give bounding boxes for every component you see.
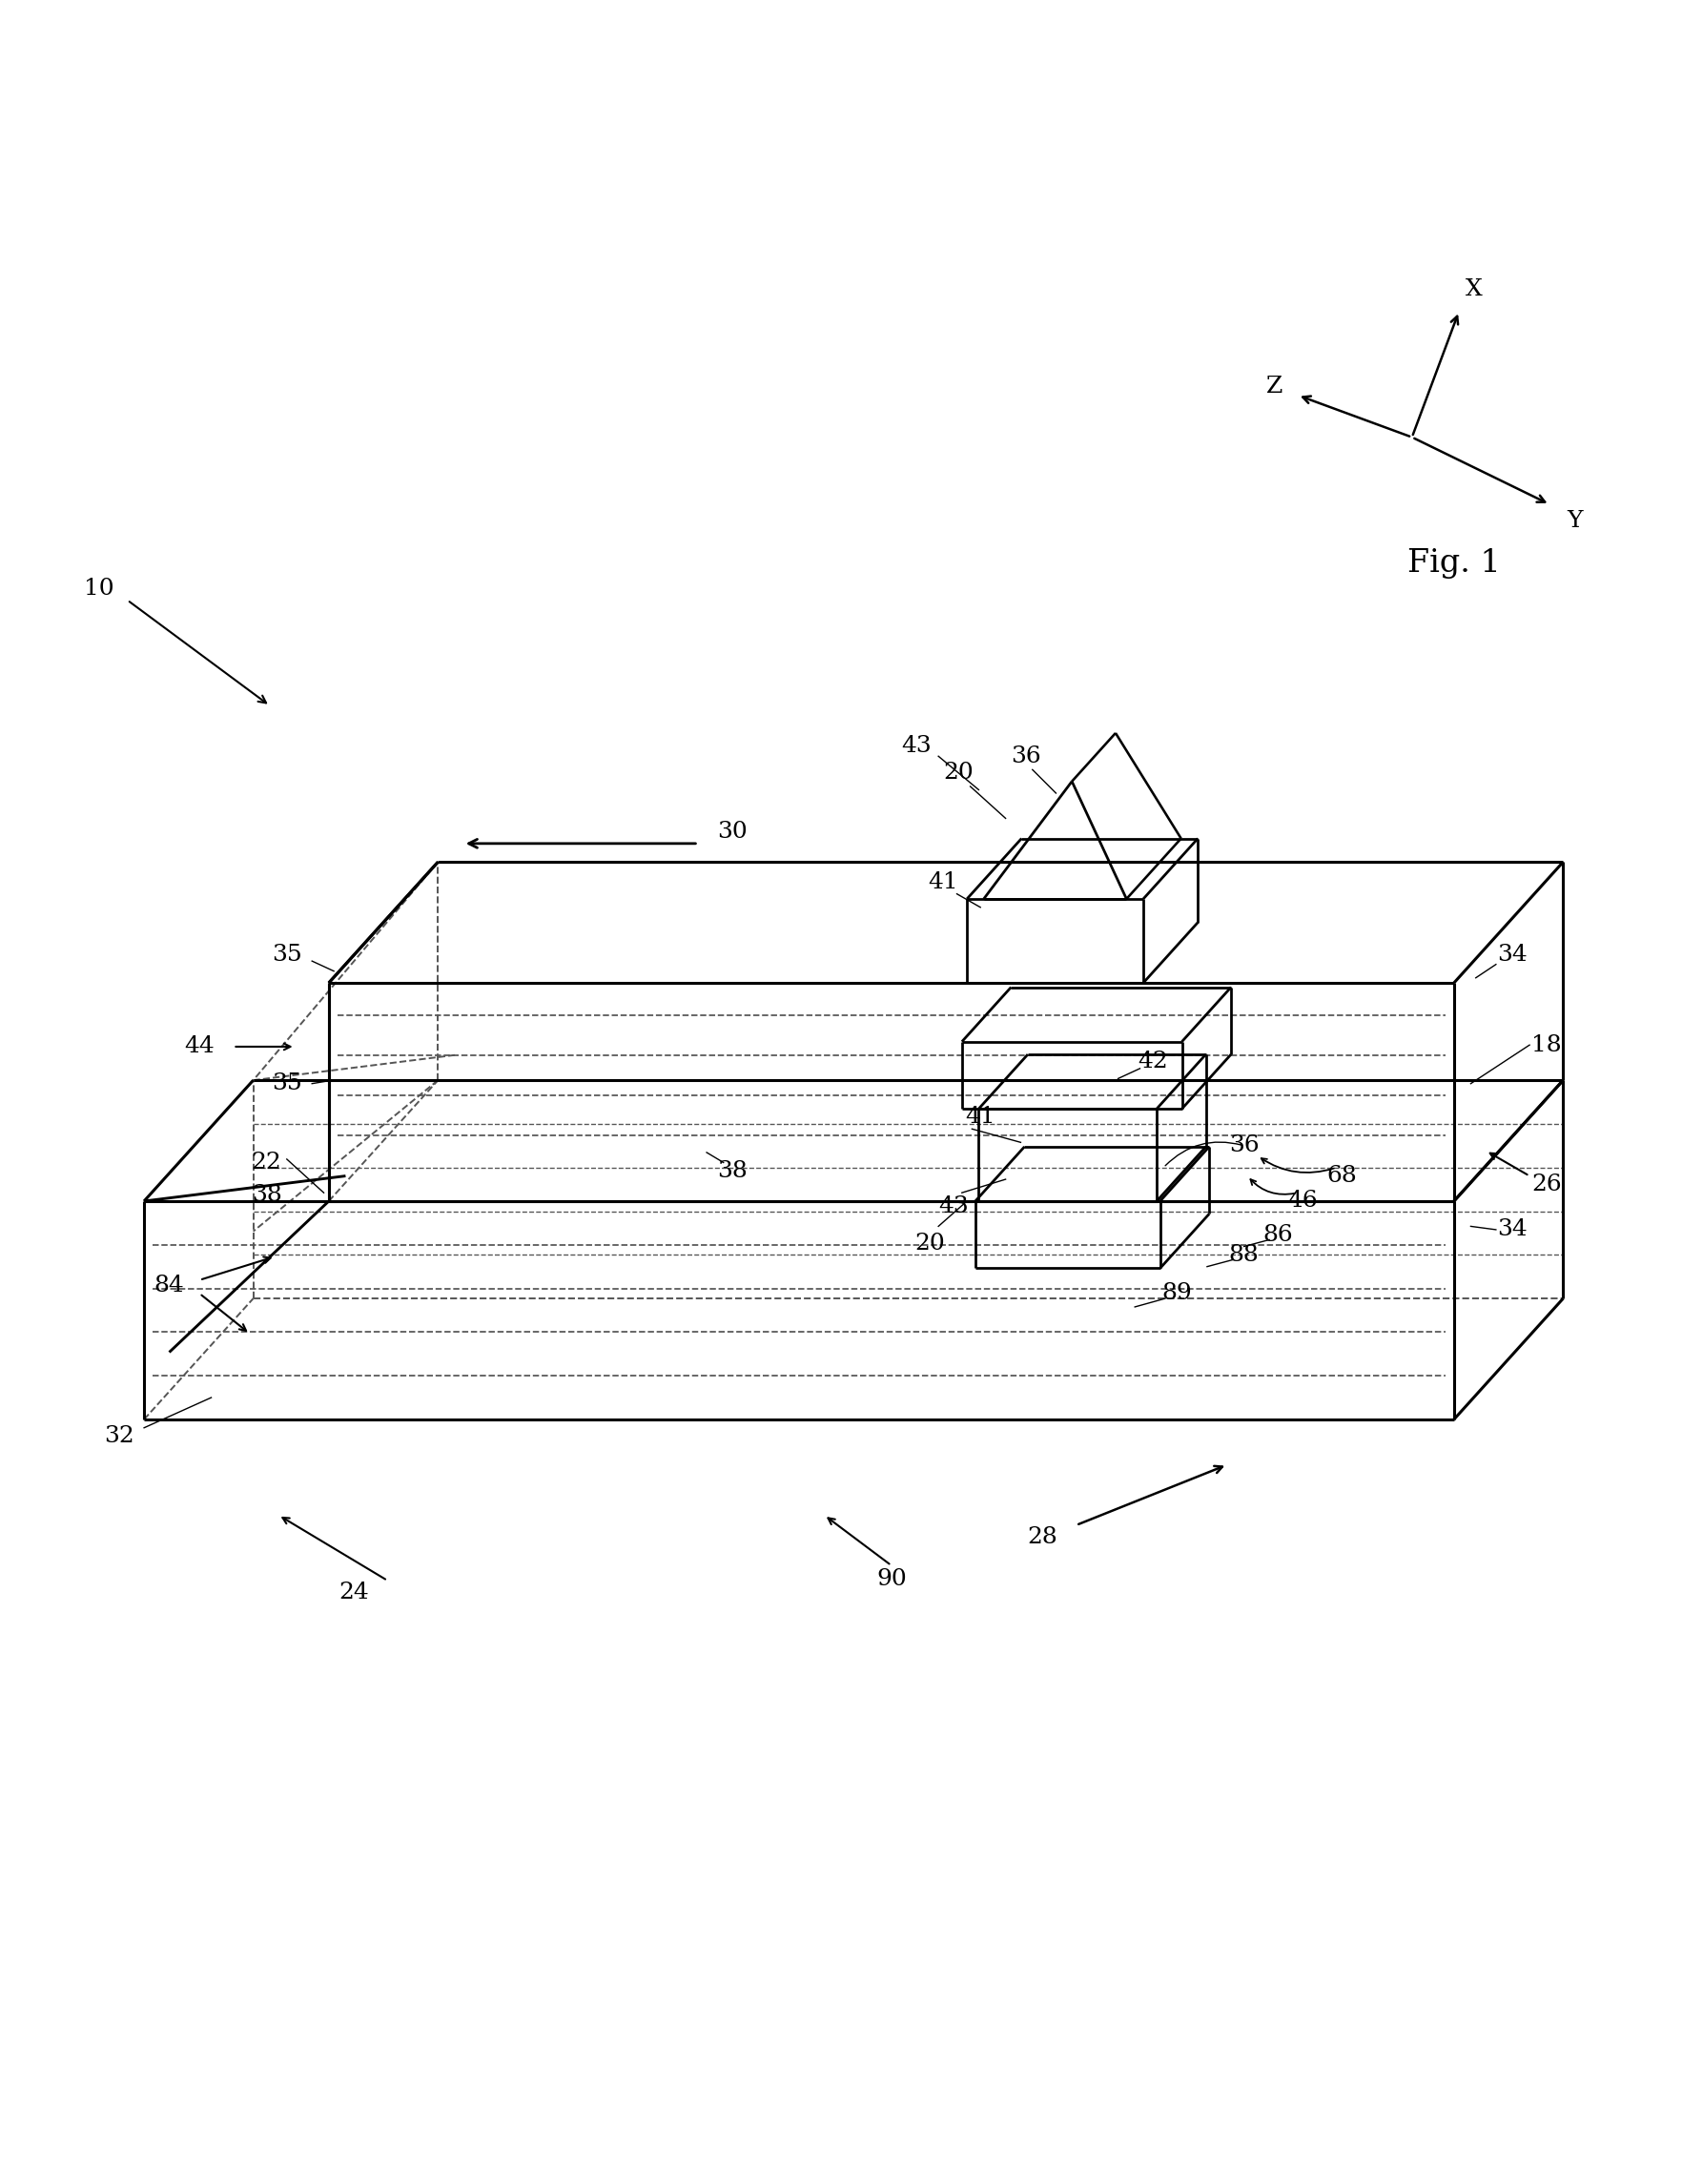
Text: 43: 43 [939, 1195, 969, 1216]
Text: 32: 32 [104, 1426, 135, 1448]
Text: 36: 36 [1011, 745, 1041, 767]
Text: 28: 28 [1028, 1527, 1058, 1548]
Text: 84: 84 [155, 1273, 185, 1295]
Text: 36: 36 [1230, 1136, 1260, 1158]
Text: 34: 34 [1497, 943, 1527, 965]
Text: Z: Z [1267, 376, 1283, 397]
Text: 20: 20 [944, 762, 974, 784]
Text: 35: 35 [272, 1072, 303, 1094]
Text: 34: 34 [1497, 1219, 1527, 1241]
Text: 18: 18 [1531, 1033, 1561, 1055]
Text: 26: 26 [1531, 1173, 1561, 1195]
Text: 46: 46 [1288, 1190, 1319, 1212]
Text: 22: 22 [252, 1151, 283, 1173]
Text: 88: 88 [1230, 1245, 1260, 1267]
Text: 68: 68 [1327, 1164, 1357, 1186]
Text: X: X [1465, 280, 1482, 301]
Text: 41: 41 [965, 1107, 996, 1129]
Text: 20: 20 [915, 1232, 945, 1254]
Text: 86: 86 [1263, 1223, 1293, 1245]
Text: 10: 10 [84, 577, 114, 598]
Text: 90: 90 [876, 1568, 907, 1590]
Text: 41: 41 [928, 871, 959, 893]
Text: Fig. 1: Fig. 1 [1408, 548, 1500, 579]
Text: 43: 43 [902, 736, 932, 758]
Text: 30: 30 [717, 821, 747, 843]
Text: 35: 35 [272, 943, 303, 965]
Text: 38: 38 [717, 1160, 747, 1182]
Text: Y: Y [1568, 511, 1583, 533]
Text: 42: 42 [1139, 1051, 1169, 1072]
Text: 38: 38 [252, 1184, 283, 1206]
Text: 44: 44 [185, 1035, 215, 1057]
Text: 89: 89 [1162, 1282, 1193, 1304]
Text: 24: 24 [338, 1581, 368, 1603]
